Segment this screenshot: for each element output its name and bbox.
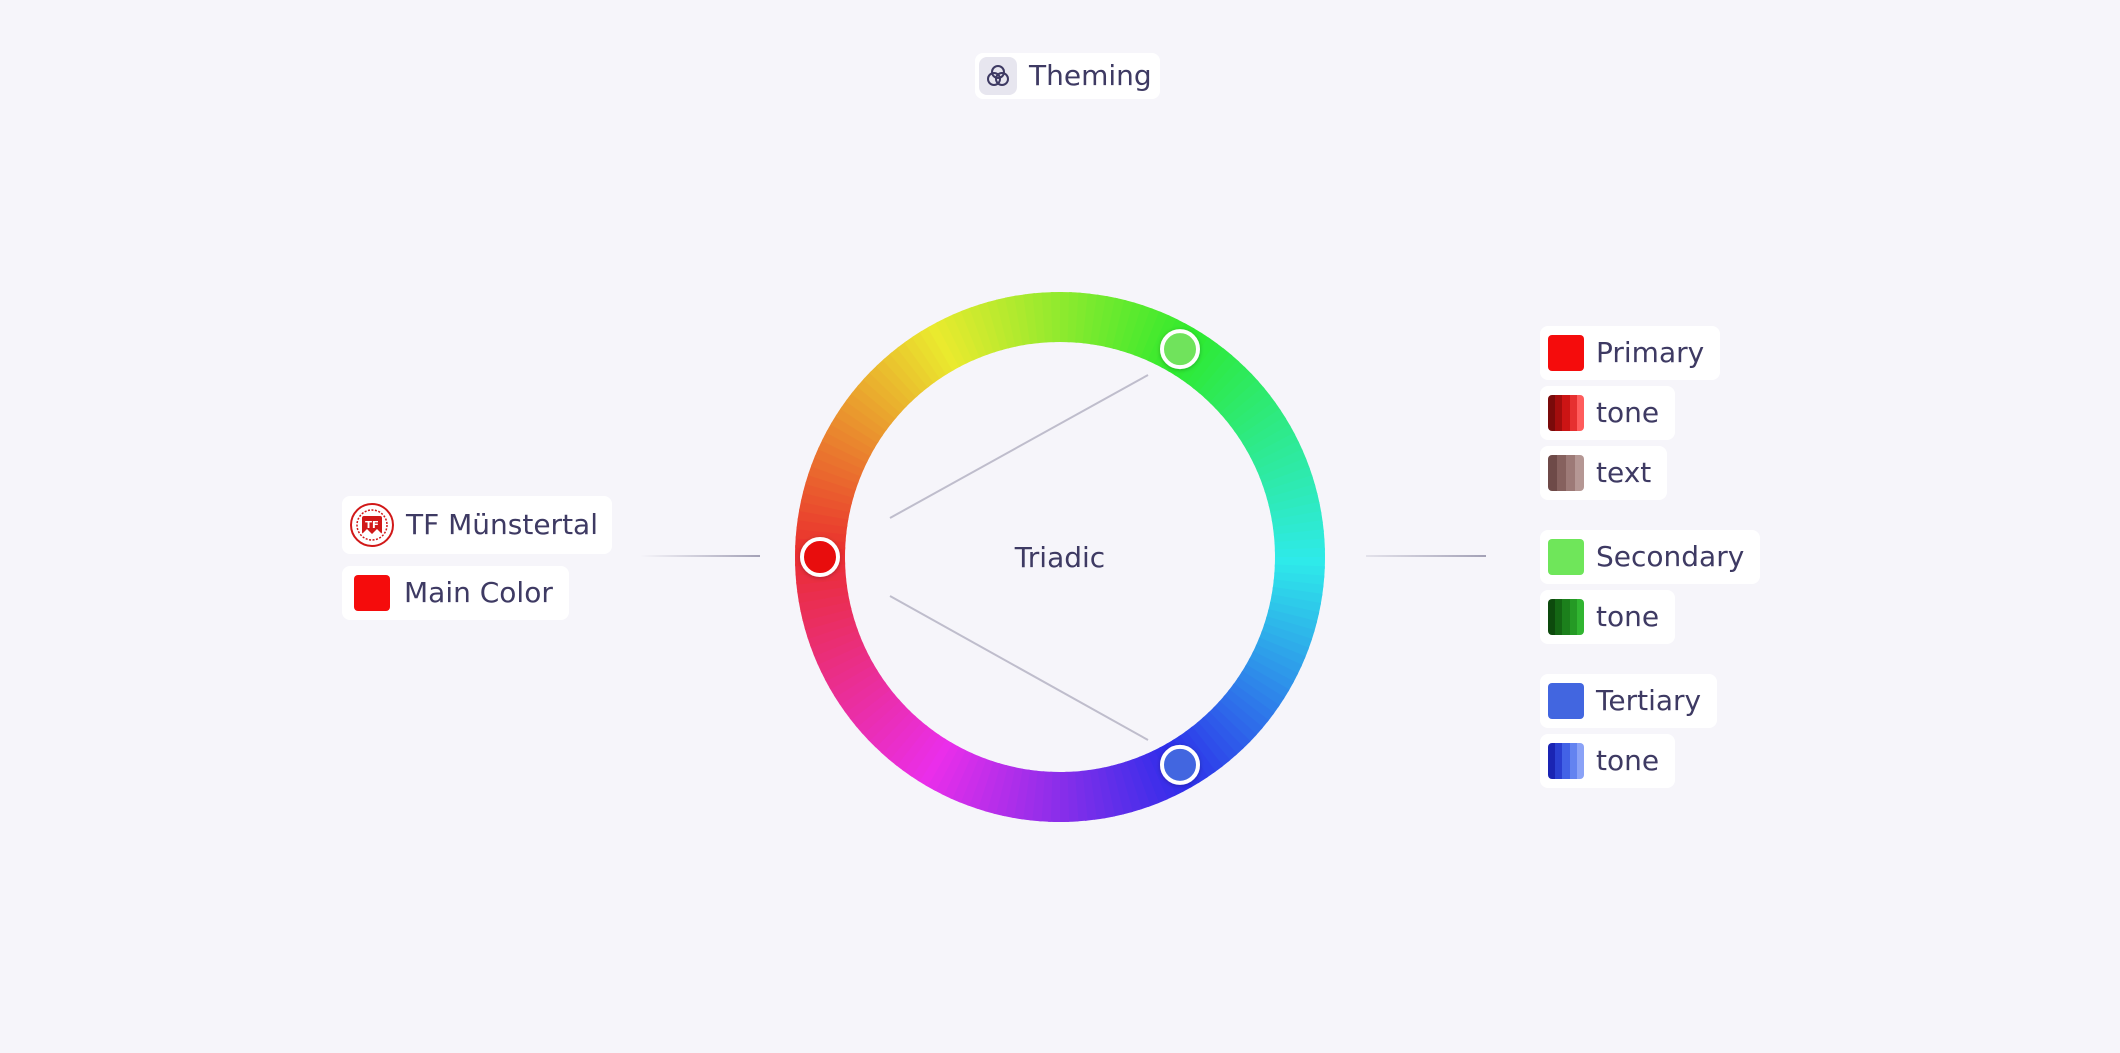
primary-tone-strip[interactable] bbox=[1548, 395, 1584, 431]
triad-line-tertiary bbox=[889, 595, 1149, 741]
brand-name-chip[interactable]: TF TF Münstertal bbox=[342, 496, 612, 554]
primary-text-label: text bbox=[1596, 456, 1652, 489]
secondary-label: Secondary bbox=[1596, 540, 1745, 573]
hue-ring[interactable] bbox=[795, 292, 1326, 822]
tertiary-tone-strip[interactable] bbox=[1548, 743, 1584, 779]
main-color-swatch[interactable] bbox=[354, 575, 390, 611]
primary-chip[interactable]: Primary bbox=[1540, 326, 1721, 380]
primary-tone-chip[interactable]: tone bbox=[1540, 386, 1676, 440]
left-connector-line bbox=[640, 555, 760, 557]
primary-label: Primary bbox=[1596, 336, 1705, 369]
theming-title: Theming bbox=[1029, 59, 1152, 92]
primary-text-shade-1 bbox=[1548, 455, 1557, 491]
secondary-tone-label: tone bbox=[1596, 600, 1660, 633]
secondary-tone-shade-3 bbox=[1562, 599, 1570, 635]
primary-tone-shade-4 bbox=[1569, 395, 1577, 431]
primary-tone-label: tone bbox=[1596, 396, 1660, 429]
club-crest-logo: TF bbox=[350, 503, 394, 547]
tertiary-tone-shade-3 bbox=[1562, 743, 1570, 779]
tertiary-label: Tertiary bbox=[1596, 684, 1702, 717]
secondary-tone-shade-2 bbox=[1555, 599, 1563, 635]
tertiary-tone-shade-2 bbox=[1555, 743, 1563, 779]
secondary-hue-handle[interactable] bbox=[1160, 329, 1200, 370]
primary-tone-shade-3 bbox=[1562, 395, 1570, 431]
tertiary-swatch[interactable] bbox=[1548, 683, 1584, 719]
right-connector-line bbox=[1366, 555, 1486, 557]
theming-header: Theming bbox=[975, 53, 1160, 99]
primary-tone-shade-5 bbox=[1576, 395, 1584, 431]
primary-tone-shade-2 bbox=[1555, 395, 1563, 431]
main-color-label: Main Color bbox=[404, 576, 553, 609]
tertiary-chip[interactable]: Tertiary bbox=[1540, 674, 1718, 728]
secondary-tone-shade-1 bbox=[1548, 599, 1556, 635]
primary-text-shade-4 bbox=[1575, 455, 1584, 491]
scheme-label: Triadic bbox=[1014, 541, 1106, 574]
tertiary-hue-handle[interactable] bbox=[1160, 744, 1200, 785]
main-color-chip[interactable]: Main Color bbox=[342, 566, 569, 620]
primary-text-shade-3 bbox=[1566, 455, 1575, 491]
tertiary-tone-chip[interactable]: tone bbox=[1540, 734, 1676, 788]
primary-tone-shade-1 bbox=[1548, 395, 1556, 431]
primary-text-strip[interactable] bbox=[1548, 455, 1584, 491]
secondary-swatch[interactable] bbox=[1548, 539, 1584, 575]
brand-name: TF Münstertal bbox=[406, 508, 598, 541]
logo-lettering: TF bbox=[365, 520, 379, 531]
tertiary-tone-shade-4 bbox=[1569, 743, 1577, 779]
tertiary-tone-label: tone bbox=[1596, 744, 1660, 777]
secondary-tone-shade-4 bbox=[1569, 599, 1577, 635]
secondary-tone-shade-5 bbox=[1576, 599, 1584, 635]
secondary-tone-chip[interactable]: tone bbox=[1540, 590, 1676, 644]
primary-text-shade-2 bbox=[1557, 455, 1566, 491]
primary-text-chip[interactable]: text bbox=[1540, 446, 1668, 500]
tertiary-tone-shade-1 bbox=[1548, 743, 1556, 779]
theming-circles-icon bbox=[979, 57, 1017, 95]
tertiary-tone-shade-5 bbox=[1576, 743, 1584, 779]
main-hue-handle[interactable] bbox=[800, 537, 840, 577]
primary-swatch[interactable] bbox=[1548, 335, 1584, 371]
triad-line-secondary bbox=[889, 374, 1149, 519]
secondary-tone-strip[interactable] bbox=[1548, 599, 1584, 635]
secondary-chip[interactable]: Secondary bbox=[1540, 530, 1761, 584]
